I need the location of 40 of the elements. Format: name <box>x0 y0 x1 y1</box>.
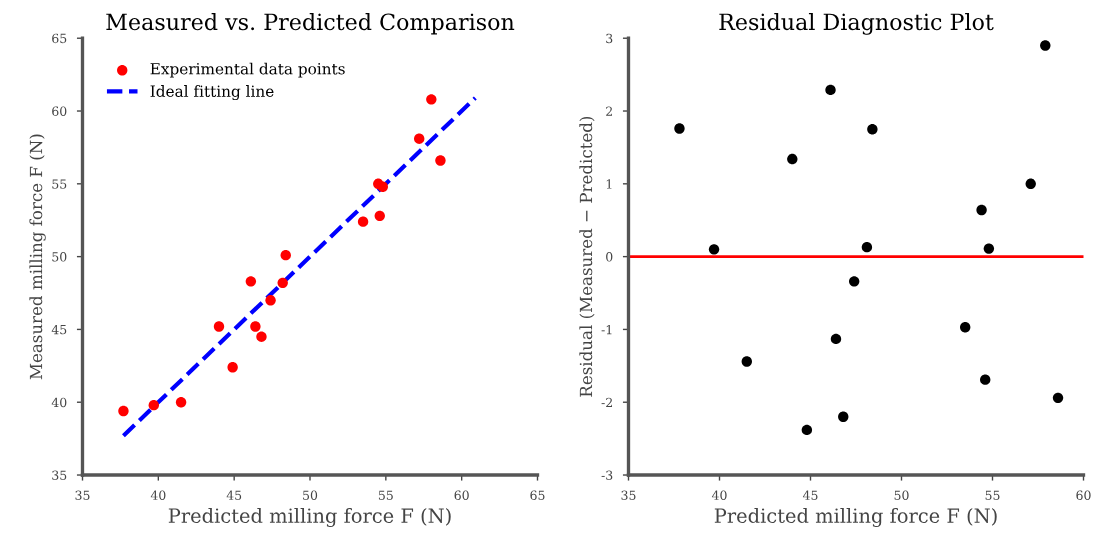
point <box>277 277 288 289</box>
point <box>741 356 752 367</box>
point <box>867 124 878 135</box>
point <box>414 133 425 144</box>
point <box>976 204 987 216</box>
chart-title: Residual Diagnostic Plot <box>719 13 994 35</box>
point <box>256 331 267 342</box>
point <box>825 84 836 96</box>
point <box>848 276 860 287</box>
point <box>861 241 873 253</box>
point <box>245 276 257 287</box>
x-axis-title: Predicted milling force F (N) <box>714 507 997 528</box>
point <box>787 153 798 165</box>
point <box>213 321 225 332</box>
point <box>175 397 187 408</box>
point <box>280 249 291 261</box>
point <box>674 123 685 134</box>
point <box>250 321 261 332</box>
y-axis-title: Measured milling force F (N) <box>29 134 46 380</box>
point <box>838 411 849 422</box>
point <box>983 243 995 254</box>
point <box>801 424 813 436</box>
point <box>374 210 385 222</box>
point <box>357 216 369 227</box>
point <box>435 155 446 166</box>
point <box>426 94 437 105</box>
point <box>148 399 159 411</box>
point <box>118 405 129 417</box>
point <box>830 333 842 345</box>
point <box>1025 178 1036 190</box>
point <box>227 362 238 373</box>
point <box>980 374 991 385</box>
y-axis-title: Residual (Measured − Predicted) <box>579 116 595 397</box>
chart-title: Measured vs. Predicted Comparison <box>106 13 515 35</box>
point <box>708 244 720 255</box>
point <box>1052 392 1064 404</box>
point <box>265 295 276 306</box>
x-axis-title: Predicted milling force F (N) <box>168 507 451 528</box>
point <box>960 322 971 333</box>
point <box>1040 40 1051 51</box>
